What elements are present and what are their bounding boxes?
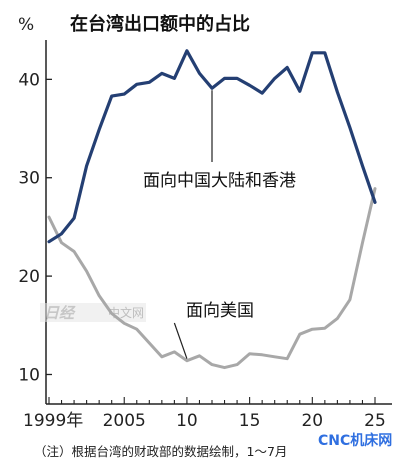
x-tick-label: 20	[301, 411, 323, 431]
chart-title: 在台湾出口额中的占比	[70, 13, 250, 35]
series-line-china	[47, 49, 377, 244]
x-tick-label: 2005	[103, 411, 146, 431]
y-tick-label: 30	[18, 169, 40, 189]
cnc-logo: CNC机床网	[318, 432, 392, 449]
watermark-nikkei-mark: 日经	[44, 304, 76, 322]
series-lines	[47, 49, 377, 370]
x-tick-group: 1999年 2005 10 15 20 25	[23, 397, 386, 431]
x-tick-label: 10	[176, 411, 198, 431]
y-unit-label: %	[18, 15, 34, 35]
watermark-background	[40, 303, 146, 322]
y-tick-group: 10 20 30 40	[18, 70, 52, 385]
series-label-us: 面向美国	[186, 301, 254, 321]
x-tick-label: 15	[239, 411, 261, 431]
footnote: （注）根据台湾的财政部的数据绘制，1～7月	[34, 444, 287, 459]
series-label-china: 面向中国大陆和香港	[143, 171, 296, 191]
x-tick-label: 1999年	[23, 411, 83, 431]
watermark-text: 中文网	[108, 305, 144, 320]
series-line-us	[47, 187, 377, 370]
x-tick-label: 25	[364, 411, 386, 431]
y-tick-label: 40	[18, 70, 40, 90]
us-label-leader-line	[173, 322, 188, 359]
y-tick-label: 20	[18, 267, 40, 287]
y-tick-label: 10	[18, 365, 40, 385]
watermark: 日经 中文网	[40, 303, 146, 322]
